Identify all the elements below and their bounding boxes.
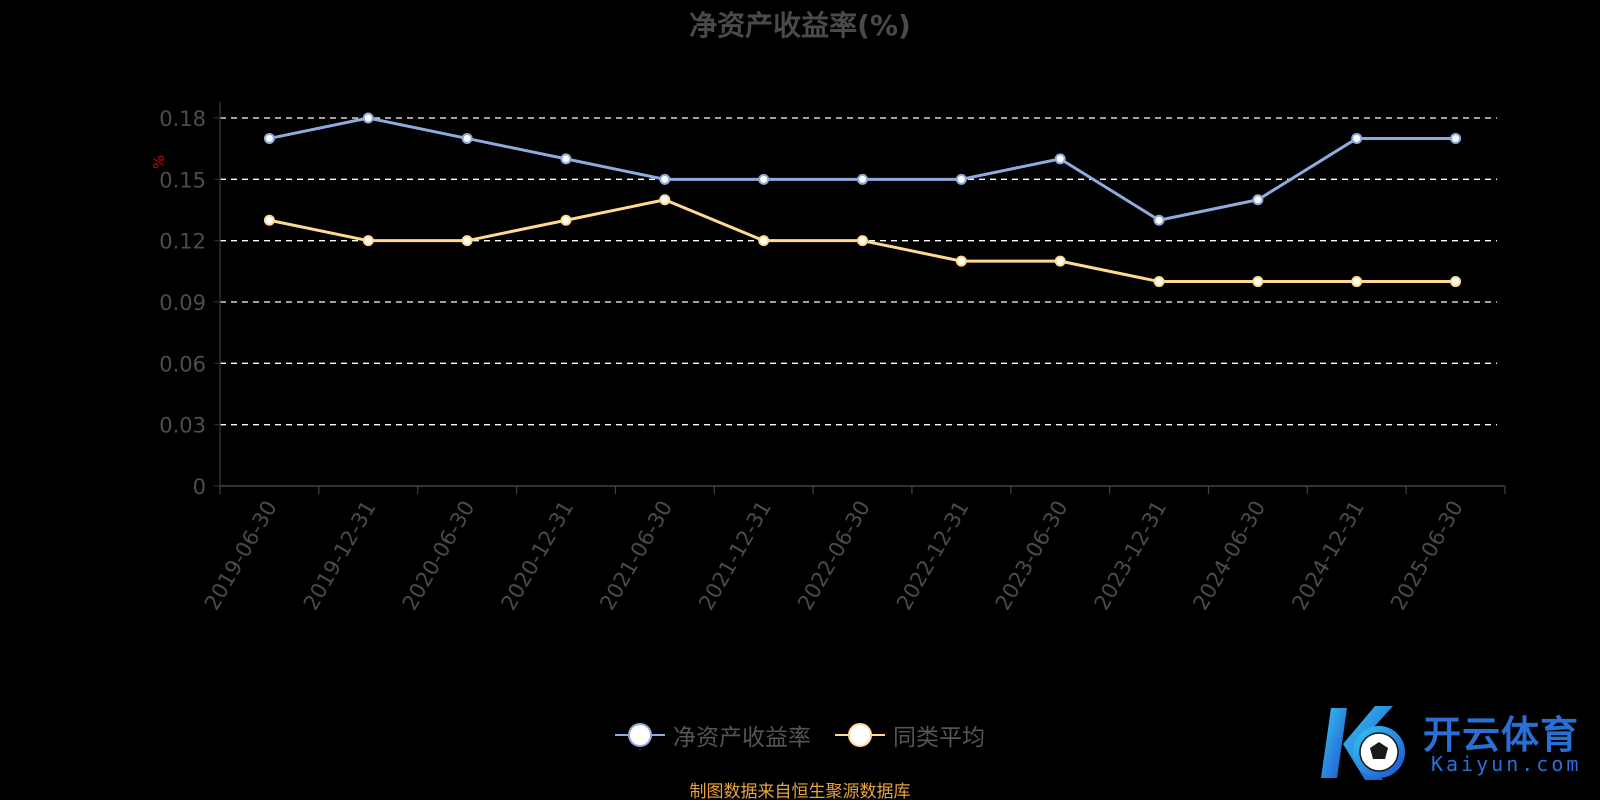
data-point-roe <box>1153 214 1165 226</box>
y-unit-label: % <box>150 155 168 169</box>
legend-item-roe[interactable]: 净资产收益率 <box>615 718 811 752</box>
data-point-average <box>1351 276 1363 288</box>
data-point-average <box>560 214 572 226</box>
x-tick-label: 2021-12-31 <box>694 497 776 615</box>
chart-title: 净资产收益率(%) <box>689 9 911 42</box>
data-point-average <box>955 255 967 267</box>
data-point-average <box>1153 276 1165 288</box>
source-note: 制图数据来自恒生聚源数据库 <box>689 782 911 800</box>
x-tick-label: 2019-12-31 <box>299 497 381 615</box>
data-point-roe <box>1252 194 1264 206</box>
data-point-roe <box>659 173 671 185</box>
x-tick-label: 2023-12-31 <box>1090 497 1172 615</box>
legend-item-average[interactable]: 同类平均 <box>835 718 985 752</box>
x-tick-label: 2021-06-30 <box>595 497 677 615</box>
x-tick-label: 2020-12-31 <box>496 497 578 615</box>
data-point-average <box>857 235 868 247</box>
y-tick-label: 0.03 <box>159 414 206 438</box>
data-point-average <box>1252 276 1264 288</box>
data-point-roe <box>758 173 770 185</box>
data-point-roe <box>1450 132 1462 144</box>
legend-label-average: 同类平均 <box>893 725 985 751</box>
x-tick-label: 2025-06-30 <box>1386 497 1468 615</box>
data-point-average <box>362 235 374 247</box>
data-point-roe <box>1351 132 1363 144</box>
y-tick-label: 0.15 <box>159 168 206 192</box>
data-point-roe <box>955 173 967 185</box>
y-tick-label: 0.12 <box>159 230 206 254</box>
y-tick-label: 0.09 <box>159 291 206 315</box>
x-tick-label: 2022-06-30 <box>793 497 875 615</box>
series-line-roe <box>269 116 1456 222</box>
legend: 净资产收益率 同类平均 <box>0 718 1600 752</box>
data-point-average <box>1054 255 1066 267</box>
data-point-roe <box>263 132 275 144</box>
x-tick-label: 2024-12-31 <box>1287 497 1369 615</box>
legend-marker-roe <box>615 722 665 748</box>
x-tick-label: 2020-06-30 <box>398 497 480 615</box>
data-point-average <box>1450 276 1462 288</box>
x-tick-label: 2022-12-31 <box>892 497 974 615</box>
x-tick-label: 2019-06-30 <box>200 497 282 615</box>
y-tick-label: 0.06 <box>159 352 206 376</box>
watermark-brand: 开云体育 <box>1423 713 1580 757</box>
data-point-roe <box>362 112 374 124</box>
data-point-roe <box>560 153 572 165</box>
watermark-url: Kaiyun.com <box>1431 752 1582 776</box>
data-point-average <box>659 194 671 206</box>
kaiyun-logo-icon <box>1321 706 1405 780</box>
data-point-average <box>263 214 275 226</box>
watermark-logo: 开云体育 Kaiyun.com <box>1313 698 1593 790</box>
x-tick-label: 2024-06-30 <box>1188 497 1270 615</box>
data-point-roe <box>461 132 473 144</box>
legend-label-roe: 净资产收益率 <box>673 725 811 751</box>
y-tick-label: 0 <box>193 475 206 499</box>
data-point-roe <box>857 173 868 185</box>
data-point-average <box>758 235 770 247</box>
legend-marker-average <box>835 722 885 748</box>
x-tick-label: 2023-06-30 <box>991 497 1073 615</box>
y-tick-label: 0.18 <box>159 107 206 131</box>
data-point-average <box>461 235 473 247</box>
data-point-roe <box>1054 153 1066 165</box>
